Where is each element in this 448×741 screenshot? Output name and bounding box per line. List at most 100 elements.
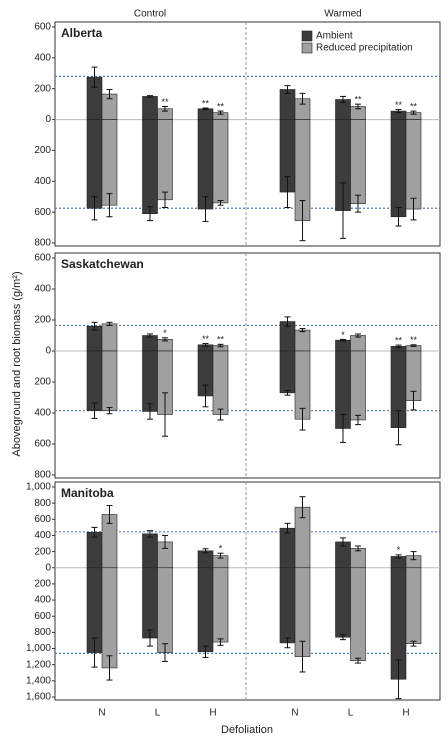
x-tick-label: L [348, 708, 354, 719]
bar [142, 335, 158, 352]
panel-frame [54, 481, 441, 701]
bar [279, 350, 296, 394]
y-tick-label: 800 [34, 627, 51, 638]
legend-label: Ambient [316, 31, 353, 42]
x-tick-label: N [98, 708, 105, 719]
y-tick-label: 0 [45, 114, 51, 125]
bar [101, 323, 118, 352]
panel-title: Saskatchewan [61, 257, 144, 271]
significance-label: * [397, 545, 401, 555]
bar [142, 119, 158, 214]
y-tick-label: 1,600 [26, 692, 51, 703]
significance-label: ** [395, 100, 403, 110]
y-tick-label: 200 [34, 145, 51, 156]
bar [350, 567, 366, 661]
y-tick-label: 800 [34, 238, 51, 249]
x-tick-label: H [402, 708, 409, 719]
y-tick-label: 400 [34, 284, 51, 295]
significance-label: ** [161, 97, 169, 107]
bar [390, 119, 407, 218]
panel-frame [54, 21, 441, 247]
y-tick-label: 400 [34, 595, 51, 606]
x-tick-label: H [209, 708, 216, 719]
bar [279, 567, 296, 644]
facet-label: Warmed [324, 9, 361, 20]
y-tick-label: 200 [34, 579, 51, 590]
significance-label: ** [354, 95, 362, 105]
y-tick-label: 800 [34, 470, 51, 481]
y-tick-label: 600 [34, 611, 51, 622]
y-tick-label: 600 [34, 514, 51, 525]
legend-swatch [301, 42, 313, 54]
legend-swatch [301, 30, 313, 42]
y-tick-label: 200 [34, 83, 51, 94]
y-axis-label: Aboveground and root biomass (g/m²) [11, 271, 23, 456]
significance-label: ** [395, 335, 403, 345]
y-tick-label: 600 [34, 207, 51, 218]
y-tick-label: 200 [34, 546, 51, 557]
x-axis-label: Defoliation [221, 724, 273, 736]
bar [157, 119, 173, 201]
panel-title: Alberta [61, 26, 103, 40]
y-tick-label: 400 [34, 530, 51, 541]
bar [350, 335, 366, 352]
y-tick-label: 600 [34, 439, 51, 450]
bar [212, 119, 229, 204]
bar [101, 119, 118, 206]
bar [101, 350, 118, 411]
significance-label: ** [202, 334, 210, 344]
y-tick-label: 200 [34, 377, 51, 388]
bar [101, 567, 118, 669]
significance-label: ** [217, 335, 225, 345]
y-tick-label: 400 [34, 176, 51, 187]
bar [86, 119, 103, 209]
bar [86, 350, 103, 411]
bar [335, 567, 351, 638]
y-tick-label: 1,000 [26, 482, 51, 493]
x-tick-label: N [291, 708, 298, 719]
bar [142, 533, 158, 569]
x-tick-label: L [155, 708, 161, 719]
bar [350, 119, 366, 204]
panel-frame [54, 252, 441, 479]
y-tick-label: 1,400 [26, 675, 51, 686]
y-tick-label: 600 [34, 22, 51, 33]
facet-label: Control [134, 9, 166, 20]
legend-label: Reduced precipitation [316, 43, 413, 54]
bar [142, 567, 158, 639]
significance-label: ** [410, 335, 418, 345]
bar [197, 119, 214, 210]
bar [197, 550, 214, 569]
bar [157, 567, 173, 653]
bar [212, 350, 229, 415]
significance-label: ** [410, 101, 418, 111]
bar [279, 89, 296, 120]
bar [142, 96, 158, 120]
y-tick-label: 800 [34, 498, 51, 509]
bar [212, 567, 229, 643]
significance-label: ** [217, 101, 225, 111]
y-tick-label: 1,000 [26, 643, 51, 654]
bar [405, 567, 422, 644]
y-tick-label: 0 [45, 562, 51, 573]
bar [197, 108, 214, 120]
significance-label: * [163, 328, 167, 338]
bar [335, 339, 351, 352]
bar [405, 119, 422, 210]
bar [279, 527, 296, 569]
y-tick-label: 1,200 [26, 659, 51, 670]
bar [294, 329, 311, 352]
significance-label: * [341, 330, 345, 340]
significance-label: ** [202, 98, 210, 108]
bar [350, 350, 366, 421]
y-tick-label: 0 [45, 346, 51, 357]
panel-title: Manitoba [61, 486, 114, 500]
y-tick-label: 600 [34, 253, 51, 264]
bar [197, 567, 214, 653]
bar [142, 350, 158, 412]
y-tick-label: 400 [34, 52, 51, 63]
significance-label: * [219, 544, 223, 554]
y-tick-label: 200 [34, 315, 51, 326]
y-tick-label: 400 [34, 408, 51, 419]
